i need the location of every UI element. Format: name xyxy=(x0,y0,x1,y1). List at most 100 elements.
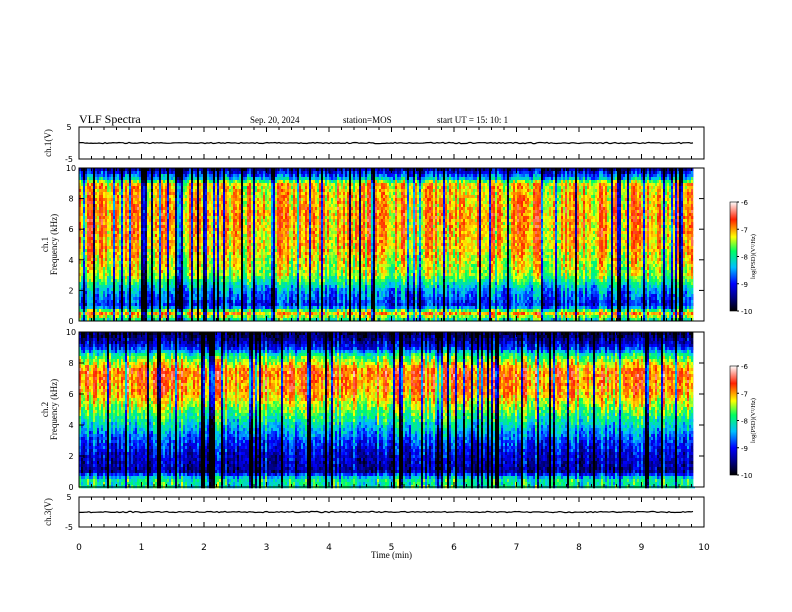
spectrogram-cell xyxy=(489,189,491,193)
spectrogram-cell xyxy=(577,186,579,190)
spectrogram-cell xyxy=(185,195,187,199)
spectrogram-cell xyxy=(505,204,507,208)
spectrogram-cell xyxy=(101,213,103,217)
spectrogram-cell xyxy=(405,195,407,199)
spectrogram-cell xyxy=(473,174,475,178)
spectrogram-cell xyxy=(189,168,191,172)
spectrogram-cell xyxy=(285,171,287,175)
spectrogram-cell xyxy=(615,207,617,211)
spectrogram-cell xyxy=(97,201,99,205)
spectrogram-cell xyxy=(415,210,417,214)
spectrogram-cell xyxy=(137,216,139,220)
spectrogram-cell xyxy=(263,186,265,190)
spectrogram-cell xyxy=(201,201,203,205)
spectrogram-cell xyxy=(299,213,301,217)
spectrogram-cell xyxy=(393,204,395,208)
spectrogram-cell xyxy=(177,192,179,196)
spectrogram-cell xyxy=(629,183,631,187)
spectrogram-cell xyxy=(349,183,351,187)
spectrogram-cell xyxy=(273,195,275,199)
spectrogram-cell xyxy=(341,207,343,211)
spectrogram-cell xyxy=(121,195,123,199)
spectrogram-cell xyxy=(395,198,397,202)
spectrogram-cell xyxy=(317,192,319,196)
spectrogram-cell xyxy=(213,204,215,208)
spectrogram-cell xyxy=(221,195,223,199)
spectrogram-cell xyxy=(573,171,575,175)
spectrogram-cell xyxy=(181,177,183,181)
spectrogram-cell xyxy=(397,183,399,187)
spectrogram-cell xyxy=(303,207,305,211)
spectrogram-cell xyxy=(109,177,111,181)
spectrogram-cell xyxy=(527,183,529,187)
spectrogram-cell xyxy=(535,192,537,196)
spectrogram-cell xyxy=(637,198,639,202)
spectrogram-cell xyxy=(235,177,237,181)
spectrogram-cell xyxy=(325,195,327,199)
spectrogram-cell xyxy=(385,198,387,202)
spectrogram-cell xyxy=(147,216,149,220)
spectrogram-cell xyxy=(175,207,177,211)
spectrogram-cell xyxy=(633,168,635,172)
spectrogram-cell xyxy=(247,207,249,211)
spectrogram-cell xyxy=(153,192,155,196)
spectrogram-cell xyxy=(221,210,223,214)
spectrogram-cell xyxy=(485,189,487,193)
spectrogram-cell xyxy=(401,204,403,208)
spectrogram-cell xyxy=(231,192,233,196)
spectrogram-cell xyxy=(463,204,465,208)
spectrogram-cell xyxy=(151,195,153,199)
spectrogram-cell xyxy=(215,171,217,175)
spectrogram-cell xyxy=(549,183,551,187)
spectrogram-cell xyxy=(487,210,489,214)
spectrogram-cell xyxy=(87,168,89,172)
spectrogram-cell xyxy=(81,189,83,193)
spectrogram-cell xyxy=(637,180,639,184)
spectrogram-cell xyxy=(485,183,487,187)
spectrogram-cell xyxy=(633,204,635,208)
spectrogram-cell xyxy=(579,201,581,205)
spectrogram-cell xyxy=(475,195,477,199)
spectrogram-cell xyxy=(91,201,93,205)
spectrogram-cell xyxy=(327,198,329,202)
spectrogram-cell xyxy=(159,168,161,172)
spectrogram-cell xyxy=(603,198,605,202)
spectrogram-cell xyxy=(207,186,209,190)
spectrogram-cell xyxy=(425,174,427,178)
spectrogram-cell xyxy=(361,171,363,175)
spectrogram-cell xyxy=(537,177,539,181)
spectrogram-cell xyxy=(519,174,521,178)
spectrogram-cell xyxy=(661,192,663,196)
spectrogram-cell xyxy=(533,210,535,214)
spectrogram-cell xyxy=(597,192,599,196)
spectrogram-cell xyxy=(601,210,603,214)
spectrogram-cell xyxy=(127,180,129,184)
spectrogram-cell xyxy=(117,168,119,172)
spectrogram-cell xyxy=(471,183,473,187)
spectrogram-cell xyxy=(233,177,235,181)
spectrogram-cell xyxy=(447,189,449,193)
spectrogram-cell xyxy=(589,204,591,208)
spectrogram-cell xyxy=(301,186,303,190)
spectrogram-cell xyxy=(161,198,163,202)
spectrogram-cell xyxy=(379,198,381,202)
spectrogram-cell xyxy=(495,186,497,190)
spectrogram-cell xyxy=(609,195,611,199)
spectrogram-cell xyxy=(353,174,355,178)
spectrogram-cell xyxy=(573,198,575,202)
spectrogram-cell xyxy=(561,204,563,208)
spectrogram-cell xyxy=(281,174,283,178)
spectrogram-cell xyxy=(179,210,181,214)
spectrogram-cell xyxy=(431,168,433,172)
spectrogram-cell xyxy=(539,210,541,214)
spectrogram-cell xyxy=(333,186,335,190)
spectrogram-cell xyxy=(87,192,89,196)
spectrogram-cell xyxy=(687,168,689,172)
spectrogram-cell xyxy=(183,168,185,172)
spectrogram-cell xyxy=(399,174,401,178)
spectrogram-cell xyxy=(375,213,377,217)
spectrogram-cell xyxy=(263,201,265,205)
spectrogram-cell xyxy=(547,186,549,190)
spectrogram-cell xyxy=(649,177,651,181)
spectrogram-cell xyxy=(417,186,419,190)
